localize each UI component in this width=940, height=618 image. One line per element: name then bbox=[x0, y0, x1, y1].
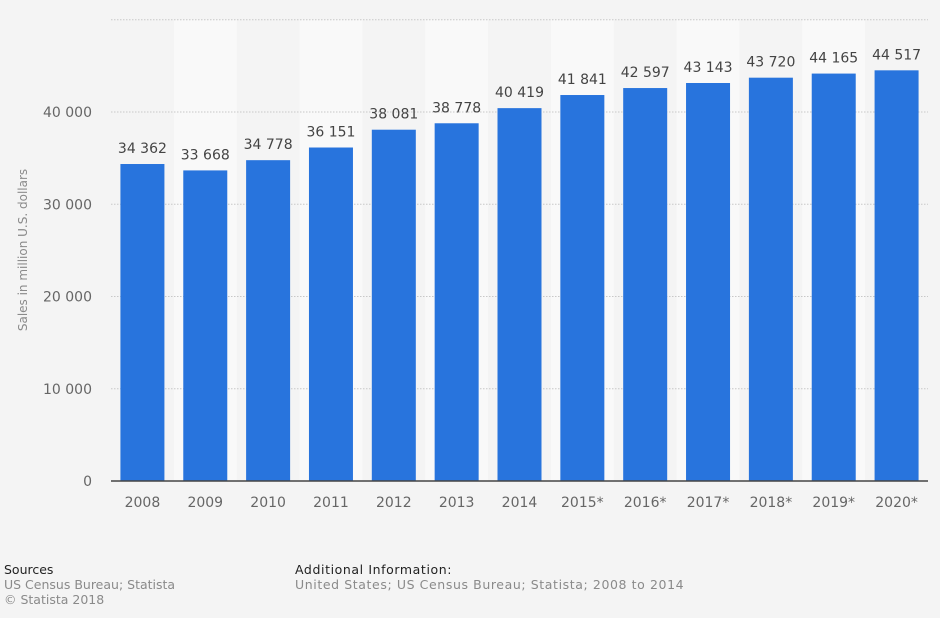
bar bbox=[120, 164, 165, 481]
data-label: 36 151 bbox=[306, 125, 355, 141]
bar bbox=[497, 108, 542, 481]
data-labels: 34 362 33 668 34 778 36 151 38 081 38 778 40 4… bbox=[118, 47, 921, 163]
y-tick-label: 20 000 bbox=[43, 290, 92, 306]
bar bbox=[434, 123, 479, 481]
additional-information-heading: Additional Information: bbox=[295, 562, 453, 577]
y-axis-ticks: 0 10 000 20 000 30 000 40 000 bbox=[43, 105, 92, 490]
bar bbox=[308, 147, 353, 481]
x-tick-label: 2019* bbox=[812, 495, 855, 511]
bar bbox=[623, 88, 668, 482]
x-tick-label: 2008 bbox=[125, 495, 161, 511]
x-tick-label: 2010 bbox=[250, 495, 286, 511]
y-tick-label: 0 bbox=[83, 474, 92, 490]
x-axis-ticks: 2008 2009 2010 2011 2012 2013 2014 2015* 2016* 20… bbox=[125, 495, 918, 511]
data-label: 40 419 bbox=[495, 85, 544, 101]
x-tick-label: 2009 bbox=[187, 495, 223, 511]
x-tick-label: 2011 bbox=[313, 495, 349, 511]
y-tick-label: 10 000 bbox=[43, 382, 92, 398]
y-tick-label: 30 000 bbox=[43, 197, 92, 213]
x-tick-label: 2020* bbox=[875, 495, 918, 511]
data-label: 38 778 bbox=[432, 100, 481, 116]
bar bbox=[686, 83, 731, 481]
x-tick-label: 2012 bbox=[376, 495, 412, 511]
bar bbox=[371, 129, 416, 482]
data-label: 44 517 bbox=[872, 47, 921, 63]
additional-information-section: Additional Information: United States; U… bbox=[295, 562, 684, 592]
data-label: 43 143 bbox=[684, 60, 733, 76]
data-label: 41 841 bbox=[558, 72, 607, 88]
x-tick-label: 2018* bbox=[750, 495, 793, 511]
data-label: 43 720 bbox=[746, 55, 795, 71]
x-tick-label: 2016* bbox=[624, 495, 667, 511]
bar bbox=[560, 95, 605, 481]
bar bbox=[246, 160, 291, 481]
y-tick-label: 40 000 bbox=[43, 105, 92, 121]
data-label: 34 362 bbox=[118, 141, 167, 157]
bar bbox=[748, 77, 793, 482]
sources-section: Sources US Census Bureau; Statista © Sta… bbox=[4, 562, 175, 607]
bar bbox=[183, 170, 228, 481]
data-label: 33 668 bbox=[181, 147, 230, 163]
x-tick-label: 2014 bbox=[502, 495, 538, 511]
sources-line: US Census Bureau; Statista bbox=[4, 577, 176, 592]
x-tick-label: 2013 bbox=[439, 495, 475, 511]
data-label: 34 778 bbox=[244, 137, 293, 153]
additional-information-text: United States; US Census Bureau; Statist… bbox=[295, 577, 685, 592]
bars bbox=[120, 70, 919, 482]
y-axis-title: Sales in million U.S. dollars bbox=[16, 169, 30, 331]
x-tick-label: 2015* bbox=[561, 495, 604, 511]
bar bbox=[811, 73, 856, 481]
data-label: 38 081 bbox=[369, 107, 418, 123]
data-label: 44 165 bbox=[809, 51, 858, 67]
bar bbox=[874, 70, 919, 481]
data-label: 42 597 bbox=[621, 65, 670, 81]
copyright-line: © Statista 2018 bbox=[4, 592, 105, 607]
sources-heading: Sources bbox=[4, 562, 54, 577]
x-tick-label: 2017* bbox=[687, 495, 730, 511]
